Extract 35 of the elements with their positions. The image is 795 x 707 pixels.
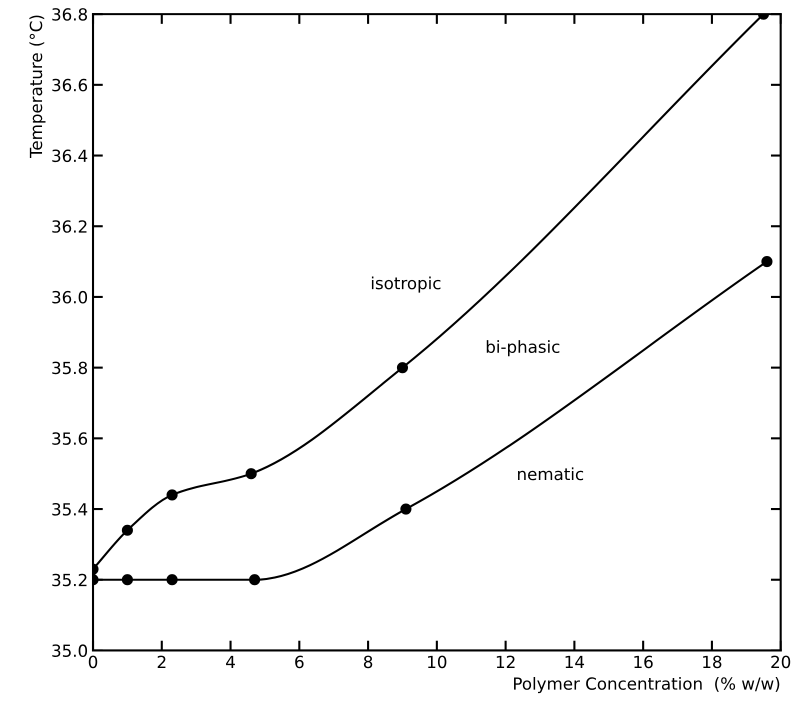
annotation: nematic (518, 467, 584, 480)
point (122, 574, 133, 586)
point (761, 256, 772, 268)
y-tick-label: 36.4 (52, 150, 88, 162)
x-tick-label: 12 (496, 656, 515, 668)
point (166, 489, 178, 500)
x-tick-label: 10 (428, 656, 446, 668)
x-tick-label: 20 (771, 656, 790, 668)
x-tick-label: 18 (703, 656, 722, 668)
point (400, 503, 412, 515)
x-axis-title: Polymer Concentration (% w/w) (514, 676, 780, 694)
y-tick-label: 35.2 (52, 574, 86, 586)
y-axis-title: Temperature (°C) (29, 16, 46, 158)
y-tick-label: 36.6 (52, 78, 88, 92)
point (396, 362, 408, 374)
y-tick-label: 35.6 (52, 432, 88, 445)
point (246, 468, 257, 480)
y-tick-label: 36.0 (52, 290, 88, 304)
x-tick-label: 14 (566, 656, 584, 668)
x-tick-label: 0 (88, 656, 98, 668)
y-tick-label: 36.8 (52, 8, 88, 21)
x-tick-label: 4 (226, 656, 235, 668)
x-tick-label: 6 (295, 656, 304, 668)
point (166, 574, 178, 586)
point (249, 574, 260, 586)
annotation: bi-phasic (486, 340, 560, 356)
y-tick-label: 35.4 (52, 503, 88, 516)
y-tick-label: 36.2 (52, 220, 86, 233)
y-tick-label: 35.8 (52, 362, 88, 374)
y-tick-label: 35.0 (52, 644, 88, 658)
x-tick-label: 8 (364, 656, 372, 668)
x-tick-label: 2 (158, 656, 166, 668)
annotation: isotropic (372, 276, 440, 293)
x-tick-label: 16 (634, 656, 653, 668)
point (122, 524, 133, 536)
